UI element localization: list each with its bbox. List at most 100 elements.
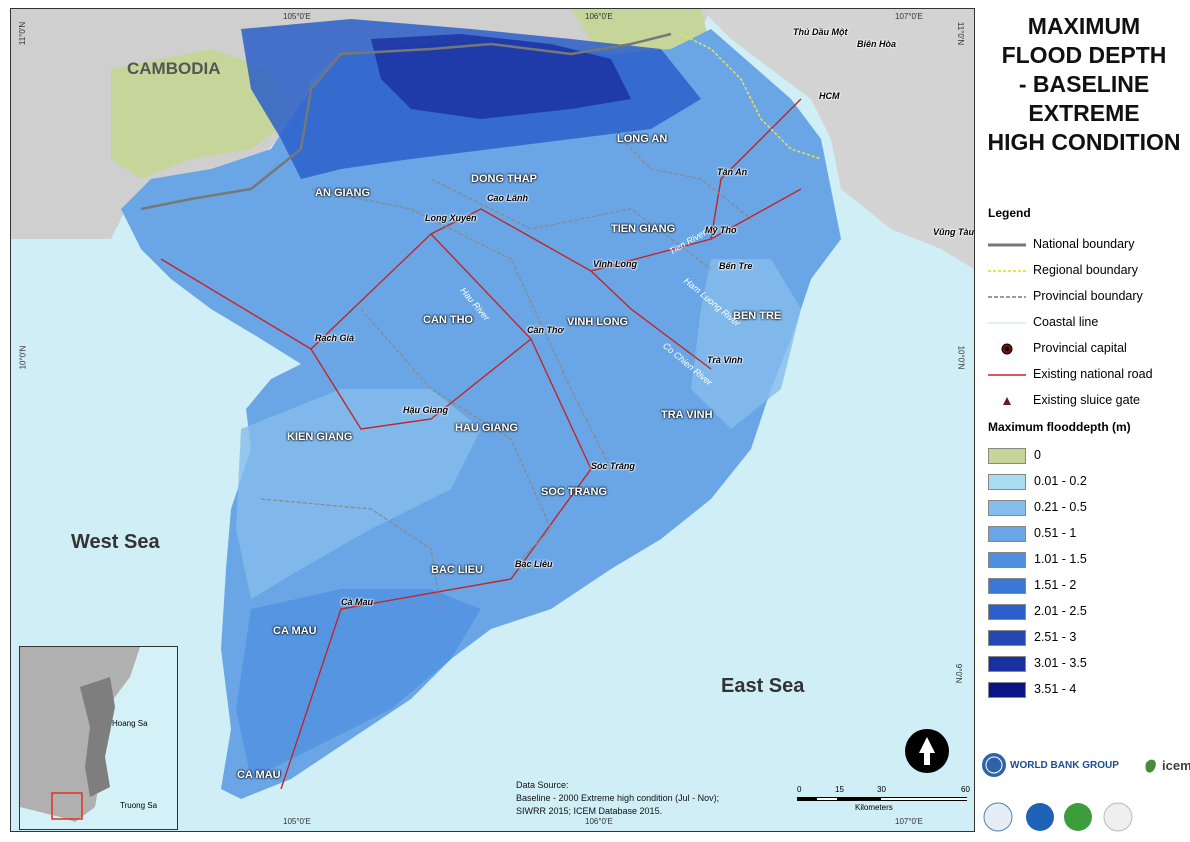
city-label: Mỹ Tho	[705, 225, 737, 235]
depth-label: 2.01 - 2.5	[1034, 604, 1087, 618]
scale-tick: 60	[961, 785, 970, 794]
north-arrow-icon	[905, 729, 949, 773]
map-title: MAXIMUM FLOOD DEPTH - BASELINE EXTREME H…	[978, 12, 1190, 157]
city-label: Bạc Liêu	[515, 559, 553, 569]
legend-item: Provincial boundary	[988, 287, 1188, 307]
province-label: BEN TRE	[733, 310, 782, 322]
depth-label: 0	[1034, 448, 1041, 462]
graticule-label: 106°0'E	[585, 817, 613, 826]
deepest-flood	[371, 34, 631, 119]
province-label: SOC TRANG	[541, 486, 607, 498]
legend-item: Existing sluice gate	[988, 391, 1188, 411]
city-label: Biên Hòa	[857, 39, 897, 49]
cambodia-label: CAMBODIA	[127, 59, 221, 78]
legend-item: Existing national road	[988, 365, 1188, 385]
depth-legend-item: 2.51 - 3	[988, 628, 1178, 648]
depth-legend-item: 0.01 - 0.2	[988, 472, 1178, 492]
scale-tick: 30	[877, 785, 886, 794]
depth-label: 0.01 - 0.2	[1034, 474, 1087, 488]
depth-legend-title: Maximum flooddepth (m)	[988, 420, 1131, 434]
data-source-line: Baseline - 2000 Extreme high condition (…	[516, 793, 720, 803]
depth-swatch	[988, 578, 1026, 594]
national-roads	[160, 98, 802, 790]
regional-boundary-line-icon	[988, 270, 1026, 272]
legend-label: Provincial capital	[1033, 341, 1127, 355]
legend-item: National boundary	[988, 235, 1188, 255]
road-line-icon	[988, 374, 1026, 376]
national-boundary-line-icon	[988, 243, 1026, 247]
logo-graphics	[982, 753, 1156, 832]
city-label: Trà Vinh	[707, 355, 743, 365]
graticule-label: 105°0'E	[283, 12, 311, 21]
city-label: Cao Lãnh	[487, 193, 529, 203]
legend-item: Coastal line	[988, 313, 1188, 333]
title-line: FLOOD DEPTH	[1001, 42, 1167, 68]
legend-item: Regional boundary	[988, 261, 1188, 281]
national-boundary	[140, 32, 672, 211]
city-label: Cần Thơ	[527, 325, 564, 335]
depth-legend-item: 3.01 - 3.5	[988, 654, 1178, 674]
graticule-label: 10°0'N	[18, 345, 28, 370]
graticule-label: 9°0'N	[954, 663, 964, 684]
medium-flood-west	[236, 389, 481, 599]
scale-tick: 15	[835, 785, 844, 794]
depth-swatch	[988, 604, 1026, 620]
city-label: Cà Mau	[341, 597, 374, 607]
province-label: CA MAU	[273, 625, 317, 637]
depth-swatch	[988, 656, 1026, 672]
graticule-label: 105°0'E	[283, 817, 311, 826]
sluice-triangle-icon	[1003, 397, 1011, 405]
depth-legend-item: 1.51 - 2	[988, 576, 1178, 596]
depth-legend-item: 0.21 - 0.5	[988, 498, 1178, 518]
icem-logo: icem	[1162, 758, 1190, 773]
map-frame: CAMBODIA West Sea East Sea AN GIANG DONG…	[10, 8, 975, 832]
legend-label: Coastal line	[1033, 315, 1099, 329]
depth-legend-item: 1.01 - 1.5	[988, 550, 1178, 570]
depth-swatch	[988, 474, 1026, 490]
title-line: - BASELINE	[1018, 71, 1150, 97]
depth-legend-item: 2.01 - 2.5	[988, 602, 1178, 622]
legend-label: Existing sluice gate	[1033, 393, 1141, 407]
depth-label: 3.51 - 4	[1034, 682, 1077, 696]
depth-swatch	[988, 526, 1026, 542]
graticule-label: 11°0'N	[18, 21, 28, 46]
data-source: Data Source: Baseline - 2000 Extreme hig…	[516, 779, 719, 818]
graticule-label: 107°0'E	[895, 12, 923, 21]
depth-label: 2.51 - 3	[1034, 630, 1077, 644]
provincial-boundary-line-icon	[988, 296, 1026, 298]
city-label: Sóc Trăng	[591, 461, 635, 471]
city-label: Thủ Dầu Một	[793, 27, 848, 37]
province-label: VINH LONG	[567, 316, 629, 328]
graticule-label: 106°0'E	[585, 12, 613, 21]
coastal-line-icon	[988, 322, 1026, 324]
depth-swatch	[988, 552, 1026, 568]
province-label: AN GIANG	[315, 187, 370, 199]
legend-label: National boundary	[1033, 237, 1135, 251]
depth-swatch	[988, 500, 1026, 516]
city-label: Bến Tre	[719, 261, 753, 271]
province-label: KIEN GIANG	[287, 431, 353, 443]
inset-label: Truong Sa	[120, 801, 158, 810]
capital-dot-icon	[1001, 343, 1013, 355]
city-label: Long Xuyên	[425, 213, 477, 223]
province-label: HAU GIANG	[455, 422, 518, 434]
title-line: EXTREME	[1028, 100, 1140, 126]
depth-label: 1.51 - 2	[1034, 578, 1077, 592]
graticule-label: 107°0'E	[895, 817, 923, 826]
depth-swatch	[988, 630, 1026, 646]
depth-label: 0.51 - 1	[1034, 526, 1077, 540]
province-label: TIEN GIANG	[611, 223, 676, 235]
graticule-label: 11°0'N	[956, 21, 966, 46]
map-canvas	[11, 9, 974, 799]
scale-unit: Kilometers	[855, 803, 893, 812]
data-source-line: Data Source:	[516, 780, 569, 790]
data-source-line: SIWRR 2015; ICEM Database 2015.	[516, 806, 663, 816]
east-land	[701, 9, 974, 269]
title-line: MAXIMUM	[1027, 13, 1141, 39]
logos: WORLD BANK GROUP icem	[978, 745, 1190, 835]
province-label: TRA VINH	[661, 409, 713, 421]
depth-legend-item: 0.51 - 1	[988, 524, 1178, 544]
legend-item: Provincial capital	[988, 339, 1188, 359]
province-label: BAC LIEU	[431, 564, 483, 576]
depth-legend-item: 0	[988, 446, 1178, 466]
